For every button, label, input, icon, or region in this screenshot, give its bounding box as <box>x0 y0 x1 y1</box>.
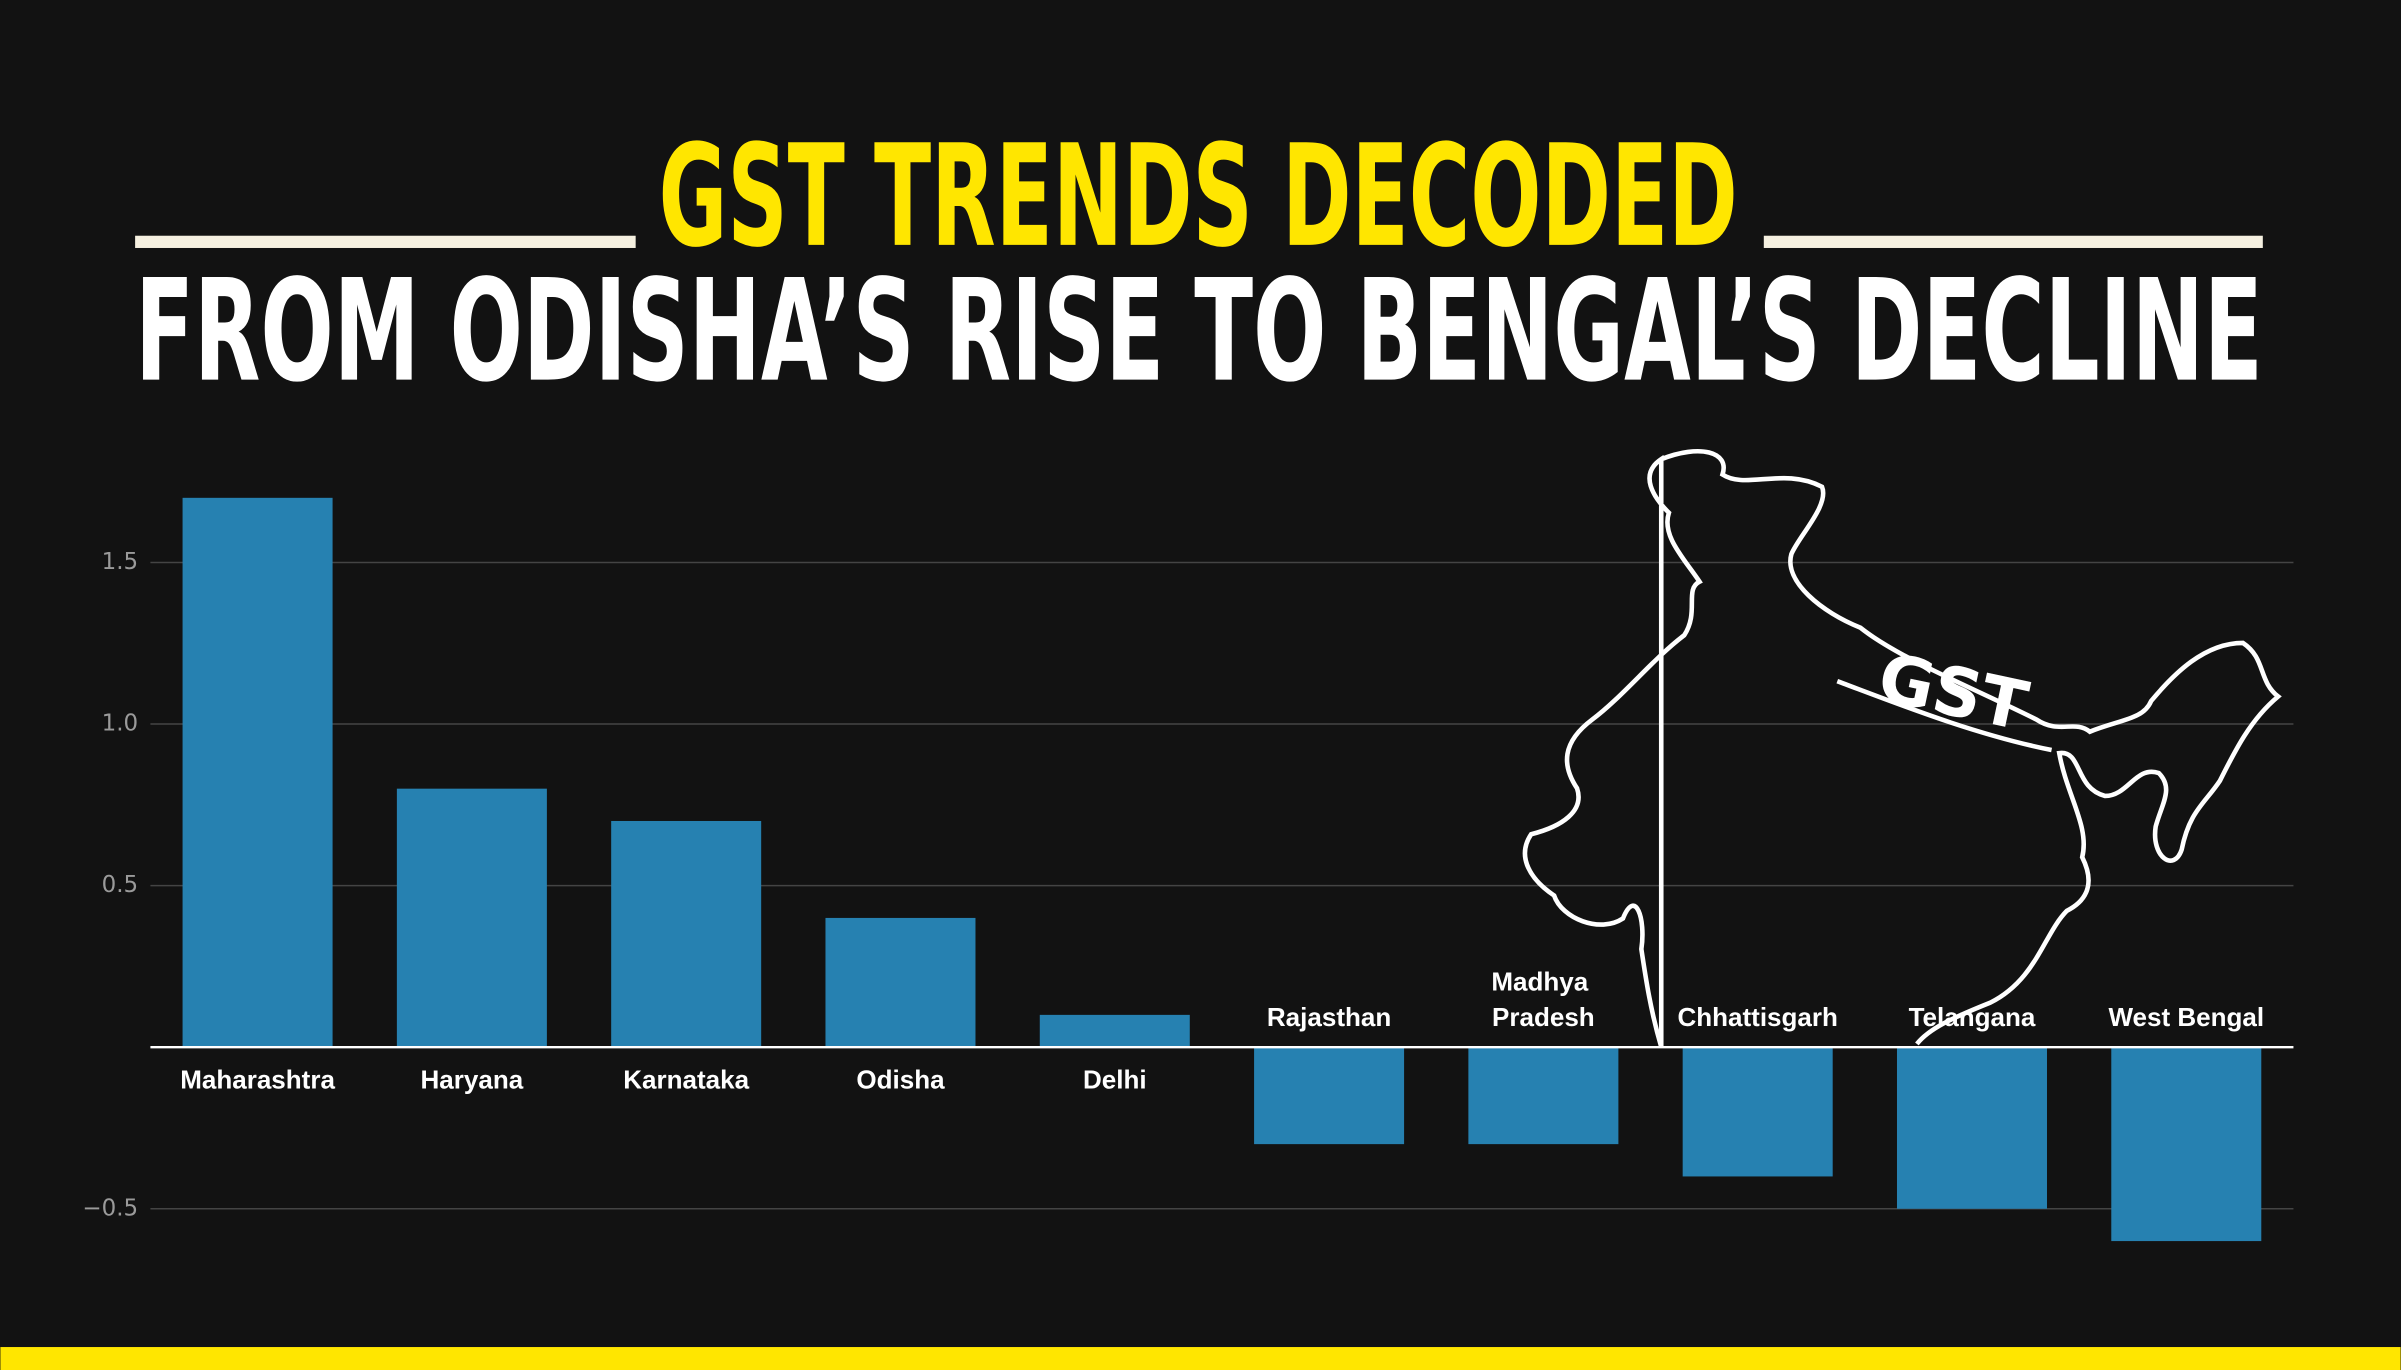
bar <box>825 917 976 1048</box>
x-tick-label: Rajasthan <box>1267 1002 1391 1032</box>
x-tick-label: Chhattisgarh <box>1677 1002 1837 1032</box>
bar <box>1896 1047 2047 1209</box>
x-tick-label: Karnataka <box>623 1065 749 1095</box>
bar <box>182 497 333 1048</box>
y-tick-label: 0.5 <box>102 872 139 898</box>
label-line: Pradesh <box>1492 1002 1595 1032</box>
y-tick-label: 1.5 <box>102 549 139 575</box>
x-tick-label: Delhi <box>1083 1065 1147 1095</box>
x-tick-label: Madhya Pradesh <box>1491 967 1595 1032</box>
label-line: Madhya <box>1491 967 1595 997</box>
title-rule <box>135 235 636 248</box>
footer-bar <box>0 1347 2401 1370</box>
bar <box>611 820 762 1048</box>
bar <box>1682 1047 1833 1177</box>
x-tick-label: West Bengal <box>2108 1002 2264 1032</box>
x-tick-label: Haryana <box>421 1065 524 1095</box>
y-tick-label: −0.5 <box>82 1195 138 1221</box>
bar <box>1254 1047 1405 1145</box>
india-map-outline <box>1522 449 2282 1048</box>
map-decoration <box>1836 679 2053 753</box>
bar <box>2111 1047 2262 1242</box>
x-tick-label: Maharashtra <box>180 1065 335 1095</box>
title-rule <box>1763 235 2263 248</box>
y-tick-label: 1.0 <box>102 711 139 737</box>
x-tick-label: Telangana <box>1909 1002 2036 1032</box>
plot-area: −0.5 0.5 1.0 1.5 Maharashtra Haryana Karnataka… <box>82 497 2294 1242</box>
bar <box>1468 1047 1619 1145</box>
x-tick-label: Odisha <box>856 1065 945 1095</box>
bar <box>1039 1014 1190 1048</box>
bar <box>396 788 547 1048</box>
chart-title: GST TRENDS DECODED <box>659 115 1738 279</box>
chart-subtitle: FROM ODISHA’S RISE TO BENGAL’S DECLINE <box>135 250 2263 414</box>
